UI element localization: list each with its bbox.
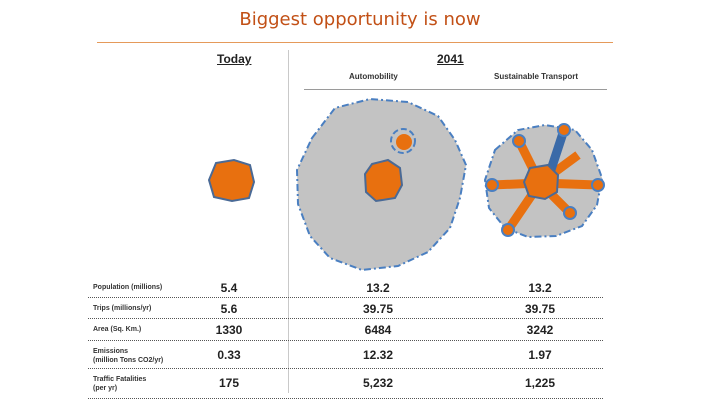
header-2041: 2041 [437, 52, 464, 66]
value-emissions-today: 0.33 [217, 348, 241, 362]
value-area-today: 1330 [215, 323, 243, 337]
value-area-automobility: 6484 [364, 323, 392, 337]
value-trips-sustainable: 39.75 [524, 302, 556, 316]
header-today: Today [217, 52, 252, 66]
label-population: Population (millions) [93, 284, 163, 291]
sustainable-transit-nodes [485, 123, 605, 237]
value-emissions-automobility: 12.32 [362, 348, 394, 362]
label-emissions-line1: Emissions [93, 348, 129, 355]
title-divider [97, 42, 613, 43]
label-emissions: Emissions (million Tons CO2/yr) [93, 347, 163, 365]
value-fatalities-today: 175 [218, 376, 240, 390]
label-emissions-line2: (million Tons CO2/yr) [93, 357, 164, 364]
row-separator [88, 368, 603, 369]
value-fatalities-sustainable: 1,225 [524, 376, 556, 390]
value-trips-automobility: 39.75 [362, 302, 394, 316]
row-separator [88, 318, 603, 319]
subheader-divider [304, 89, 607, 90]
automobility-city-core [363, 158, 404, 203]
value-population-today: 5.4 [220, 281, 238, 295]
value-fatalities-automobility: 5,232 [362, 376, 394, 390]
subheader-sustainable-transport: Sustainable Transport [494, 72, 579, 81]
subheader-automobility: Automobility [349, 72, 398, 81]
value-area-sustainable: 3242 [526, 323, 554, 337]
page-title: Biggest opportunity is now [239, 9, 481, 30]
row-separator [88, 340, 603, 341]
row-separator [88, 398, 603, 399]
label-fatalities: Traffic Fatalities (per yr) [93, 375, 146, 393]
value-trips-today: 5.6 [220, 302, 238, 316]
value-population-automobility: 13.2 [366, 281, 390, 295]
label-area: Area (Sq. Km.) [93, 326, 142, 333]
today-city-blob [207, 158, 256, 203]
sustainable-city-core [522, 163, 560, 201]
label-fatalities-line2: (per yr) [93, 385, 118, 392]
automobility-satellite [390, 128, 416, 154]
label-trips: Trips (millions/yr) [93, 305, 152, 312]
row-separator [88, 297, 603, 298]
column-divider [288, 50, 289, 393]
value-emissions-sustainable: 1.97 [528, 348, 552, 362]
label-fatalities-line1: Traffic Fatalities [93, 376, 147, 383]
value-population-sustainable: 13.2 [528, 281, 552, 295]
